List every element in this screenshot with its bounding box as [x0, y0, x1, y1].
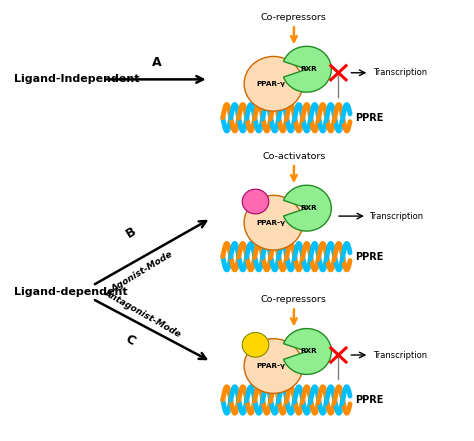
Text: PPRE: PPRE: [356, 252, 384, 262]
Text: PPAR-γ: PPAR-γ: [256, 220, 286, 226]
Text: Ligand-dependent: Ligand-dependent: [14, 287, 128, 297]
Circle shape: [242, 189, 269, 214]
Text: PPRE: PPRE: [356, 113, 384, 123]
Wedge shape: [283, 329, 331, 374]
Text: Co-activators: Co-activators: [262, 152, 326, 161]
Text: PPRE: PPRE: [356, 395, 384, 405]
Text: C: C: [123, 333, 137, 348]
Text: RXR: RXR: [301, 205, 318, 211]
Text: PPAR-γ: PPAR-γ: [256, 363, 286, 369]
Circle shape: [244, 56, 303, 111]
Wedge shape: [283, 46, 331, 92]
Wedge shape: [283, 185, 331, 231]
Text: RXR: RXR: [301, 66, 318, 72]
Text: Antagonist-Mode: Antagonist-Mode: [102, 288, 182, 339]
Text: A: A: [152, 56, 161, 69]
Text: Ligand-Independent: Ligand-Independent: [14, 75, 140, 84]
Text: Transcription: Transcription: [369, 212, 423, 220]
Circle shape: [244, 195, 303, 250]
Text: PPAR-γ: PPAR-γ: [256, 81, 286, 87]
Text: Co-repressors: Co-repressors: [261, 13, 327, 22]
Circle shape: [242, 333, 269, 357]
Text: B: B: [123, 225, 138, 241]
Circle shape: [244, 339, 303, 393]
Text: Agonist-Mode: Agonist-Mode: [110, 250, 174, 294]
Text: Transcription: Transcription: [373, 68, 427, 77]
Text: RXR: RXR: [301, 348, 318, 355]
Text: Co-repressors: Co-repressors: [261, 295, 327, 304]
Text: Transcription: Transcription: [373, 351, 427, 359]
